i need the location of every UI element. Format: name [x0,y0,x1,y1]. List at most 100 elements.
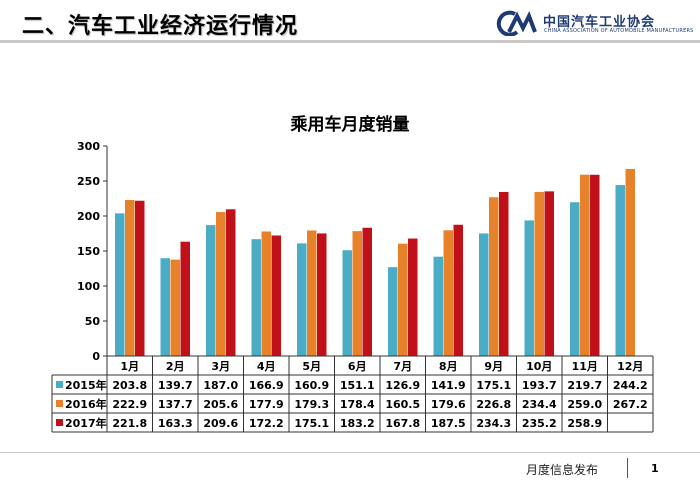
data-value-label: 178.4 [340,398,375,411]
bar-2016年-10月 [534,191,544,356]
legend-swatch-2017年 [56,419,63,426]
y-tick-label: 200 [77,210,100,223]
category-label: 8月 [439,360,458,373]
bar-2015年-6月 [342,250,352,356]
bar-2016年-5月 [307,230,317,356]
bar-2017年-2月 [180,241,190,356]
data-value-label: 187.5 [431,417,466,430]
category-label: 9月 [484,360,503,373]
data-value-label: 205.6 [203,398,238,411]
data-value-label: 267.2 [613,398,648,411]
data-value-label: 160.9 [294,379,329,392]
logo-chinese-name: 中国汽车工业协会 [543,15,656,30]
category-label: 10月 [526,360,552,373]
bar-2016年-11月 [580,174,590,356]
bar-2015年-7月 [388,267,398,356]
data-value-label: 226.8 [476,398,511,411]
bar-2016年-7月 [398,243,408,356]
bar-2015年-1月 [115,213,125,356]
data-value-label: 258.9 [567,417,602,430]
legend-label: 2015年 [65,378,107,392]
bar-2015年-12月 [615,185,625,356]
data-value-label: 235.2 [522,417,557,430]
bar-2017年-10月 [544,191,554,356]
data-value-label: 187.0 [203,379,238,392]
data-value-label: 126.9 [385,379,420,392]
bar-2017年-6月 [362,227,372,356]
data-value-label: 259.0 [567,398,602,411]
bar-2015年-10月 [524,220,534,356]
y-tick-label: 100 [77,280,100,293]
data-value-label: 175.1 [294,417,329,430]
data-value-label: 203.8 [112,379,147,392]
bar-2016年-6月 [352,231,362,356]
bar-2015年-8月 [433,256,443,356]
footer-label: 月度信息发布 [526,463,599,477]
y-tick-label: 50 [85,315,101,328]
footer-separator [627,458,628,478]
logo-english-name: CHINA ASSOCIATION OF AUTOMOBILE MANUFACT… [544,28,694,34]
bar-2015年-3月 [206,225,216,356]
legend-swatch-2016年 [56,400,63,407]
page-number: 1 [651,462,659,475]
data-value-label: 234.4 [522,398,557,411]
data-value-label: 244.2 [613,379,648,392]
y-tick-label: 0 [92,350,100,363]
data-value-label: 221.8 [112,417,147,430]
footer-divider [0,452,700,453]
category-label: 1月 [120,360,139,373]
data-value-label: 234.3 [476,417,511,430]
category-label: 7月 [393,360,412,373]
bar-2016年-3月 [216,212,226,356]
category-label: 5月 [302,360,321,373]
bar-2015年-4月 [251,239,261,356]
bar-2015年-5月 [297,243,307,356]
data-value-label: 175.1 [476,379,511,392]
data-value-label: 166.9 [249,379,284,392]
data-value-label: 183.2 [340,417,375,430]
data-value-label: 172.2 [249,417,284,430]
legend-label: 2016年 [65,397,107,411]
bar-2017年-5月 [317,233,327,356]
data-value-label: 177.9 [249,398,284,411]
data-value-label: 160.5 [385,398,420,411]
bar-2015年-11月 [570,202,580,356]
bar-2017年-4月 [271,235,281,356]
caam-logo-icon [496,10,537,36]
page-title: 二、汽车工业经济运行情况 [22,14,299,39]
y-tick-label: 300 [77,140,100,153]
legend-label: 2017年 [65,416,107,430]
data-value-label: 167.8 [385,417,420,430]
category-label: 3月 [211,360,230,373]
logo: 中国汽车工业协会 CHINA ASSOCIATION OF AUTOMOBILE… [495,10,695,38]
category-label: 6月 [348,360,367,373]
data-value-label: 209.6 [203,417,238,430]
bar-2016年-2月 [170,259,180,356]
data-value-label: 179.6 [431,398,466,411]
bar-2017年-3月 [226,209,236,356]
legend-swatch-2015年 [56,381,63,388]
bar-2015年-2月 [160,258,170,356]
bar-2016年-9月 [489,197,499,356]
data-value-label: 151.1 [340,379,375,392]
bar-2016年-8月 [443,230,453,356]
category-label: 2月 [166,360,185,373]
bar-2017年-7月 [408,238,418,356]
bar-2015年-9月 [479,233,489,356]
data-value-label: 137.7 [158,398,193,411]
bar-2017年-9月 [499,191,509,356]
y-tick-label: 250 [77,175,100,188]
bar-2016年-4月 [261,231,271,356]
data-value-label: 139.7 [158,379,193,392]
data-value-label: 222.9 [112,398,147,411]
y-tick-label: 150 [77,245,100,258]
header-divider [0,40,700,43]
data-value-label: 163.3 [158,417,193,430]
bar-2017年-11月 [590,174,600,356]
data-value-label: 141.9 [431,379,466,392]
bar-2017年-8月 [453,224,463,356]
bar-2017年-1月 [135,200,145,356]
bar-2016年-1月 [125,199,135,356]
data-value-label: 219.7 [567,379,602,392]
